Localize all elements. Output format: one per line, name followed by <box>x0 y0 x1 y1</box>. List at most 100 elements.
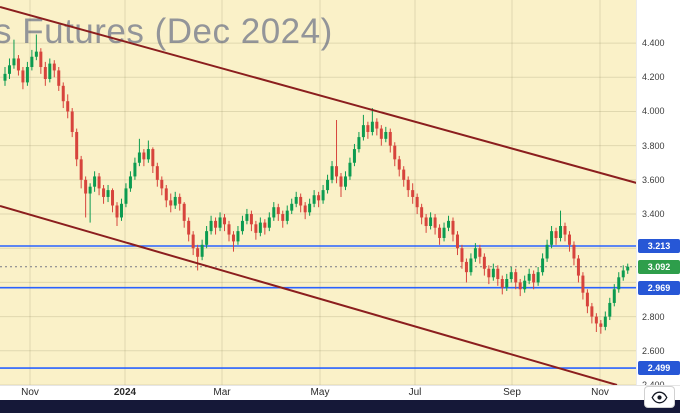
candle <box>57 67 61 91</box>
candle <box>66 94 70 119</box>
eye-icon <box>651 391 668 403</box>
candle <box>124 183 128 208</box>
candle <box>621 265 625 281</box>
candle <box>478 244 482 264</box>
price-axis[interactable]: 4.400 4.200 4.000 3.800 3.600 3.400 2.800 2.600… <box>636 0 680 385</box>
candle <box>594 313 598 333</box>
symbol-watermark: s Futures (Dec 2024) <box>0 12 333 51</box>
candle <box>191 231 195 256</box>
current-price-badge: 3.092 <box>638 259 680 274</box>
candle <box>464 258 468 283</box>
candle <box>617 272 621 293</box>
candle <box>375 118 379 136</box>
candle <box>567 231 571 252</box>
time-tick-label: May <box>310 387 330 398</box>
price-tick-label: 4.400 <box>642 38 665 49</box>
candle <box>384 126 388 143</box>
candle <box>317 191 321 208</box>
candle <box>514 268 518 290</box>
candle <box>393 142 397 167</box>
candle <box>559 210 563 242</box>
price-level-badge: 2.969 <box>638 280 680 295</box>
candle <box>223 214 227 232</box>
eye-button[interactable] <box>644 386 675 408</box>
candle <box>612 284 616 307</box>
candle <box>34 34 38 61</box>
candle <box>352 143 356 167</box>
candle <box>576 255 580 283</box>
price-tick-label: 3.600 <box>642 174 665 185</box>
candle <box>164 184 168 208</box>
candle <box>258 217 262 237</box>
candle <box>496 265 500 286</box>
time-axis[interactable]: Nov 2024 Mar May Jul Sep Nov <box>0 385 680 401</box>
candle <box>451 217 455 242</box>
candle <box>554 227 558 245</box>
candle <box>550 226 554 249</box>
candle <box>88 183 92 223</box>
candle <box>482 253 486 276</box>
candle <box>137 138 141 167</box>
candle <box>532 270 536 290</box>
candle <box>128 171 132 192</box>
candle <box>429 212 433 230</box>
candle <box>227 220 231 242</box>
price-level-badge: 2.499 <box>638 361 680 376</box>
candle <box>433 214 437 235</box>
candle <box>388 128 392 153</box>
candle <box>603 311 607 331</box>
candle <box>438 224 442 245</box>
candle <box>581 272 585 300</box>
candle <box>21 67 25 90</box>
candle <box>146 140 150 163</box>
candle <box>254 220 258 240</box>
candle <box>231 231 235 252</box>
candle <box>469 253 473 276</box>
candle <box>572 241 576 266</box>
time-tick-label: Sep <box>503 387 521 398</box>
candle <box>518 279 522 297</box>
candle <box>240 215 244 235</box>
candle <box>447 215 451 232</box>
plot-area[interactable]: s Futures (Dec 2024) <box>0 0 636 385</box>
candle <box>536 267 540 286</box>
candle <box>272 202 276 221</box>
candle <box>370 108 374 136</box>
candle <box>491 263 495 281</box>
candle <box>366 121 370 139</box>
candle <box>214 217 218 235</box>
candle <box>70 108 74 138</box>
candle <box>3 67 7 86</box>
candle <box>187 217 191 242</box>
candle <box>16 55 20 76</box>
trend-line[interactable] <box>0 6 636 195</box>
candle <box>133 157 137 180</box>
candle <box>308 198 312 216</box>
trend-line[interactable] <box>0 205 618 385</box>
candle <box>290 198 294 215</box>
candle <box>303 202 307 220</box>
candle <box>30 49 34 71</box>
candle <box>312 190 316 208</box>
plot-svg <box>0 0 636 385</box>
candle <box>111 188 115 213</box>
candle <box>585 289 589 314</box>
candle <box>455 231 459 256</box>
candle <box>218 212 222 232</box>
price-tick-label: 2.600 <box>642 345 665 356</box>
candle <box>424 214 428 233</box>
candle <box>52 60 56 78</box>
candle <box>200 239 204 261</box>
candle <box>79 155 83 189</box>
time-tick-label: 2024 <box>113 387 137 398</box>
candle <box>339 173 343 197</box>
candle <box>599 320 603 334</box>
candle <box>102 184 106 204</box>
candle <box>267 212 271 232</box>
candle <box>330 161 334 184</box>
candle <box>281 210 285 228</box>
candle <box>97 173 101 196</box>
candle <box>209 215 213 235</box>
candle <box>263 219 267 235</box>
candle <box>348 157 352 180</box>
